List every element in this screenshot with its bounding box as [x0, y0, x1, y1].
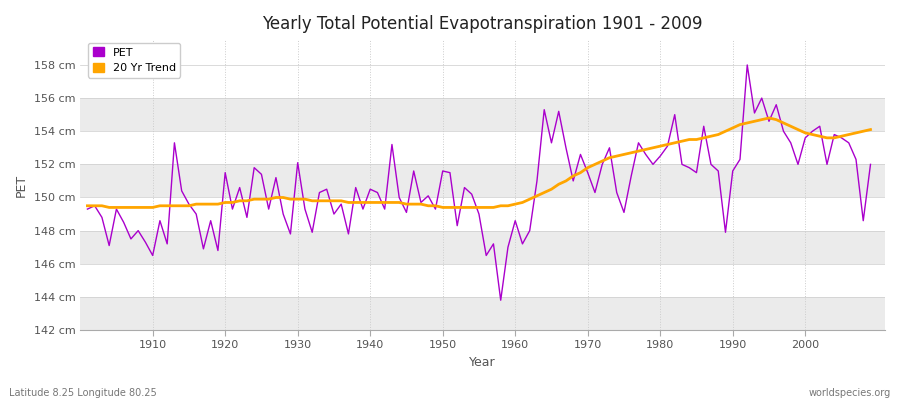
Bar — [80, 98, 885, 131]
Title: Yearly Total Potential Evapotranspiration 1901 - 2009: Yearly Total Potential Evapotranspiratio… — [262, 15, 703, 33]
Bar — [80, 164, 885, 198]
Text: worldspecies.org: worldspecies.org — [809, 388, 891, 398]
Text: Latitude 8.25 Longitude 80.25: Latitude 8.25 Longitude 80.25 — [9, 388, 157, 398]
Y-axis label: PET: PET — [15, 174, 28, 197]
Legend: PET, 20 Yr Trend: PET, 20 Yr Trend — [88, 43, 180, 78]
Bar — [80, 297, 885, 330]
Bar — [80, 231, 885, 264]
X-axis label: Year: Year — [469, 356, 496, 369]
